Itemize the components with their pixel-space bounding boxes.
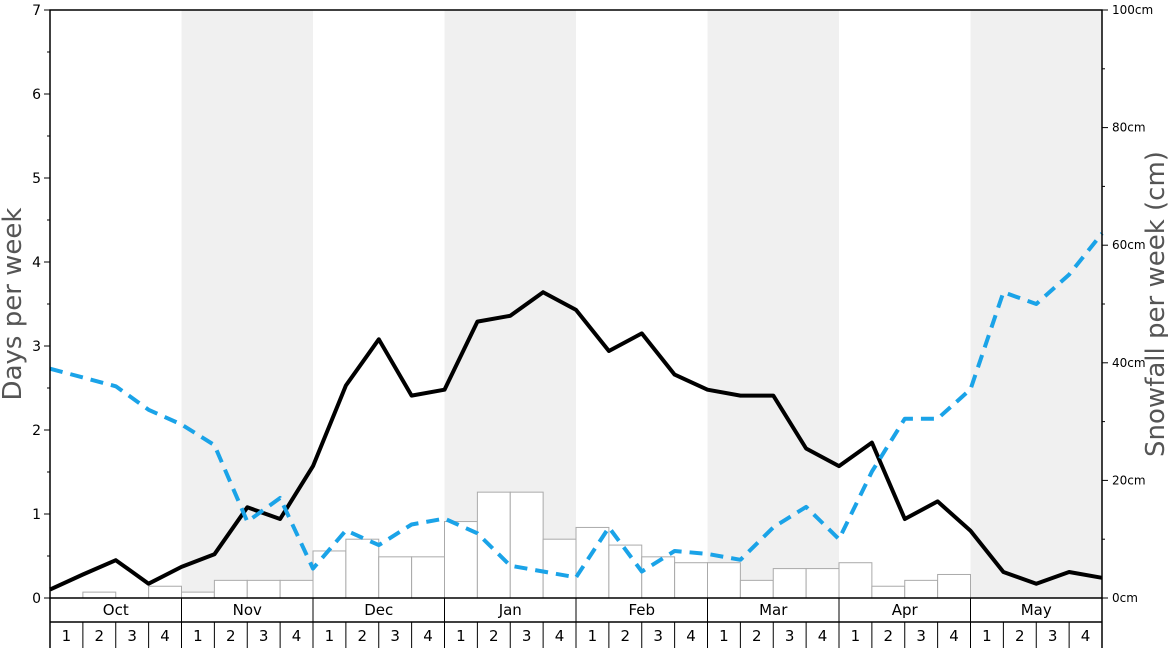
- left-tick-label: 3: [32, 339, 41, 355]
- snowfall-bar: [739, 579, 774, 599]
- snowfall-bar: [476, 491, 511, 599]
- week-label: 4: [292, 627, 302, 645]
- snowfall-bar: [674, 562, 708, 599]
- week-label: 1: [851, 627, 861, 645]
- month-label: Jan: [498, 601, 522, 619]
- snowfall-bar: [148, 585, 182, 599]
- solid-series-line: [49, 290, 1103, 592]
- week-label: 3: [390, 627, 400, 645]
- week-label: 2: [358, 627, 368, 645]
- right-axis-label: Snowfall per week (cm): [1141, 151, 1168, 457]
- month-label: Feb: [628, 601, 655, 619]
- snowfall-bar: [378, 556, 413, 599]
- week-label: 4: [423, 627, 433, 645]
- month-label: May: [1021, 601, 1052, 619]
- snowfall-bar: [82, 591, 117, 599]
- right-tick-label: 40cm: [1112, 356, 1146, 370]
- week-label: 4: [818, 627, 828, 645]
- snowfall-bar: [937, 573, 971, 599]
- left-axis: 0 1 2 3 4 5 6 7: [32, 3, 50, 607]
- snowfall-bar: [312, 550, 347, 599]
- left-tick-label: 2: [32, 423, 41, 439]
- shade-layer: [181, 10, 1102, 598]
- snowfall-bar: [904, 579, 939, 599]
- week-label: 2: [489, 627, 499, 645]
- dashed-series-line: [49, 232, 1104, 580]
- week-label: 4: [686, 627, 696, 645]
- snowfall-bar: [213, 579, 248, 599]
- snowfall-bar: [411, 556, 445, 599]
- snowfall-bar: [246, 579, 281, 599]
- snowfall-bar: [707, 562, 741, 599]
- month-label: Dec: [364, 601, 393, 619]
- week-label: 2: [752, 627, 762, 645]
- left-tick-label: 0: [32, 591, 41, 607]
- week-label: 4: [949, 627, 959, 645]
- week-label: 2: [226, 627, 236, 645]
- right-tick-label: 60cm: [1112, 238, 1146, 252]
- left-tick-label: 5: [32, 171, 41, 187]
- week-label: 2: [1015, 627, 1025, 645]
- snowfall-bar: [871, 585, 906, 599]
- week-label: 1: [588, 627, 598, 645]
- snowfall-bar: [641, 556, 676, 599]
- snowfall-bar: [279, 579, 314, 599]
- month-label: Mar: [759, 601, 788, 619]
- left-tick-label: 1: [32, 507, 41, 523]
- snowfall-bar: [838, 562, 873, 599]
- month-label: Apr: [892, 601, 919, 619]
- snowfall-bar: [772, 568, 807, 599]
- week-label: 3: [785, 627, 795, 645]
- right-tick-label: 0cm: [1112, 591, 1138, 605]
- week-label: 1: [456, 627, 466, 645]
- snowfall-bar: [542, 538, 577, 599]
- week-label: 2: [95, 627, 105, 645]
- week-label: 3: [522, 627, 532, 645]
- week-label: 4: [1081, 627, 1091, 645]
- left-tick-label: 4: [32, 255, 41, 271]
- week-label: 3: [259, 627, 269, 645]
- left-axis-label: Days per week: [0, 208, 28, 401]
- right-tick-label: 20cm: [1112, 473, 1146, 487]
- snowfall-bar: [345, 538, 380, 599]
- right-tick-label: 100cm: [1112, 3, 1153, 17]
- snowfall-bar: [608, 544, 643, 599]
- right-tick-label: 80cm: [1112, 121, 1146, 135]
- right-axis: 0cm 20cm 40cm 60cm 80cm 100cm: [1102, 3, 1153, 605]
- shade-band-mar: [707, 10, 839, 598]
- week-label: 1: [193, 627, 203, 645]
- week-label: 3: [1048, 627, 1058, 645]
- week-label: 2: [884, 627, 894, 645]
- week-label: 4: [555, 627, 565, 645]
- week-label: 3: [653, 627, 663, 645]
- left-tick-label: 6: [32, 87, 41, 103]
- left-tick-label: 7: [32, 3, 41, 19]
- x-axis: Oct 1 2 3 4 Nov 1 2 3 4 Dec 1 2 3 4 Jan 1 2 3 4 Feb 1 2 3 4 Mar 1 2…: [49, 598, 1103, 648]
- week-label: 1: [719, 627, 729, 645]
- snowfall-bar: [805, 568, 840, 599]
- snowfall-bar: [509, 491, 544, 599]
- snowfall-bar: [181, 591, 215, 599]
- month-label: Nov: [233, 601, 262, 619]
- week-label: 3: [127, 627, 137, 645]
- week-label: 1: [982, 627, 992, 645]
- week-label: 4: [160, 627, 170, 645]
- week-label: 1: [325, 627, 335, 645]
- week-label: 2: [621, 627, 631, 645]
- week-label: 1: [62, 627, 72, 645]
- week-label: 3: [916, 627, 926, 645]
- lines-layer: [49, 232, 1104, 592]
- month-label: Oct: [103, 601, 129, 619]
